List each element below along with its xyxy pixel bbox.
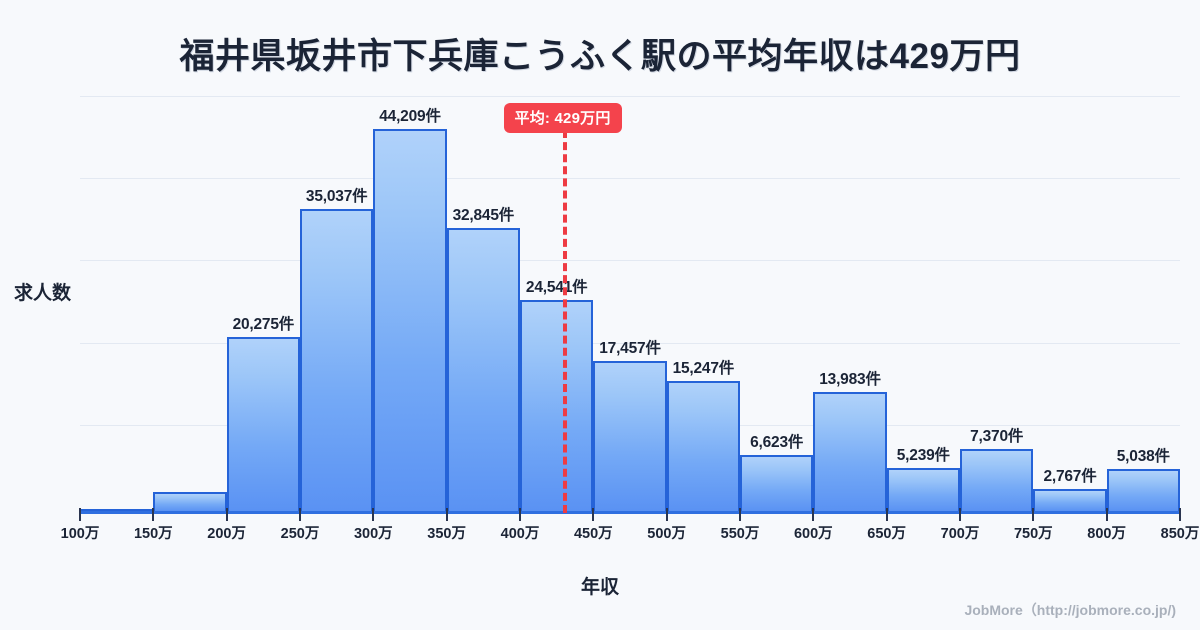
x-axis-tick bbox=[739, 508, 741, 521]
bar-value-label: 5,038件 bbox=[1116, 448, 1170, 466]
bar-value-label: 44,209件 bbox=[379, 107, 441, 125]
x-axis-tick-label: 500万 bbox=[647, 526, 687, 542]
bar-value-label: 2,767件 bbox=[1043, 467, 1097, 485]
bar bbox=[1106, 469, 1180, 513]
page-title: 福井県坂井市下兵庫こうふく駅の平均年収は429万円 bbox=[179, 37, 1021, 76]
bar bbox=[373, 128, 447, 513]
bar bbox=[520, 299, 594, 513]
bar-value-label: 6,623件 bbox=[750, 434, 804, 452]
bar bbox=[886, 467, 960, 513]
x-axis-tick bbox=[445, 508, 448, 521]
x-axis-tick-label: 850万 bbox=[1160, 526, 1200, 542]
gridline bbox=[80, 96, 1180, 97]
bar bbox=[740, 455, 814, 513]
gridline bbox=[80, 343, 1180, 344]
bar bbox=[813, 391, 887, 513]
bar-value-label: 7,370件 bbox=[970, 427, 1024, 445]
x-axis-tick bbox=[812, 508, 815, 521]
x-axis-tick bbox=[1032, 508, 1035, 521]
x-axis-tick-label: 700万 bbox=[940, 526, 980, 542]
x-axis-tick-label: 450万 bbox=[573, 526, 613, 542]
x-axis-tick bbox=[519, 508, 521, 521]
x-axis-tick-label: 350万 bbox=[427, 526, 467, 542]
gridline bbox=[80, 260, 1180, 261]
bar bbox=[593, 361, 667, 513]
bar-value-label: 5,239件 bbox=[896, 446, 950, 464]
x-axis-tick bbox=[152, 508, 155, 521]
x-axis-tick-label: 100万 bbox=[60, 526, 100, 542]
x-axis-tick-label: 800万 bbox=[1087, 526, 1127, 542]
x-axis-tick-label: 150万 bbox=[133, 526, 173, 542]
bar bbox=[1033, 488, 1107, 513]
x-axis-tick-label: 750万 bbox=[1013, 526, 1053, 542]
plot-area: 20,275件 35,037件 44,209件 32,845件 24,541件 17,45… bbox=[80, 96, 1180, 513]
bar bbox=[960, 448, 1034, 513]
bar-value-label: 13,983件 bbox=[819, 370, 881, 388]
bar-value-label: 32,845件 bbox=[452, 206, 515, 224]
x-axis-tick bbox=[592, 508, 595, 521]
bar-value-label: 35,037件 bbox=[305, 187, 368, 205]
y-axis-title: 求人数 bbox=[14, 283, 72, 304]
gridline bbox=[80, 178, 1180, 179]
bar-series: 20,275件 35,037件 44,209件 32,845件 24,541件 17,45… bbox=[80, 96, 1180, 513]
x-axis-tick-label: 600万 bbox=[793, 526, 833, 542]
x-axis-tick bbox=[225, 508, 228, 521]
bar bbox=[666, 380, 740, 513]
bar bbox=[300, 208, 374, 513]
x-axis-tick bbox=[665, 508, 668, 521]
bar-value-label: 20,275件 bbox=[232, 315, 295, 333]
bar bbox=[446, 227, 520, 513]
x-axis-tick-label: 400万 bbox=[500, 526, 540, 542]
x-axis-tick bbox=[1105, 508, 1108, 521]
average-line bbox=[562, 130, 567, 513]
bar-value-label: 15,247件 bbox=[672, 359, 735, 377]
x-axis-line bbox=[80, 511, 1180, 514]
x-axis-tick bbox=[372, 508, 375, 521]
bar bbox=[226, 336, 300, 513]
x-axis-title: 年収 bbox=[580, 577, 619, 598]
x-axis-tick-label: 250万 bbox=[280, 526, 320, 542]
x-axis-tick bbox=[299, 508, 301, 521]
x-axis-tick-label: 300万 bbox=[353, 526, 393, 542]
x-axis-tick-label: 550万 bbox=[720, 526, 760, 542]
bar-value-label: 24,541件 bbox=[525, 278, 588, 296]
x-axis-tick bbox=[79, 508, 81, 521]
x-axis-tick-label: 200万 bbox=[207, 526, 247, 542]
x-axis-tick bbox=[1179, 508, 1181, 521]
x-axis-tick-label: 650万 bbox=[867, 526, 907, 542]
bar bbox=[153, 491, 227, 513]
average-badge: 平均: 429万円 bbox=[503, 103, 622, 133]
x-axis-tick bbox=[959, 508, 961, 521]
watermark: JobMore（http://jobmore.co.jp/) bbox=[964, 602, 1176, 618]
bar-value-label: 17,457件 bbox=[599, 340, 661, 358]
x-axis-tick bbox=[885, 508, 888, 521]
